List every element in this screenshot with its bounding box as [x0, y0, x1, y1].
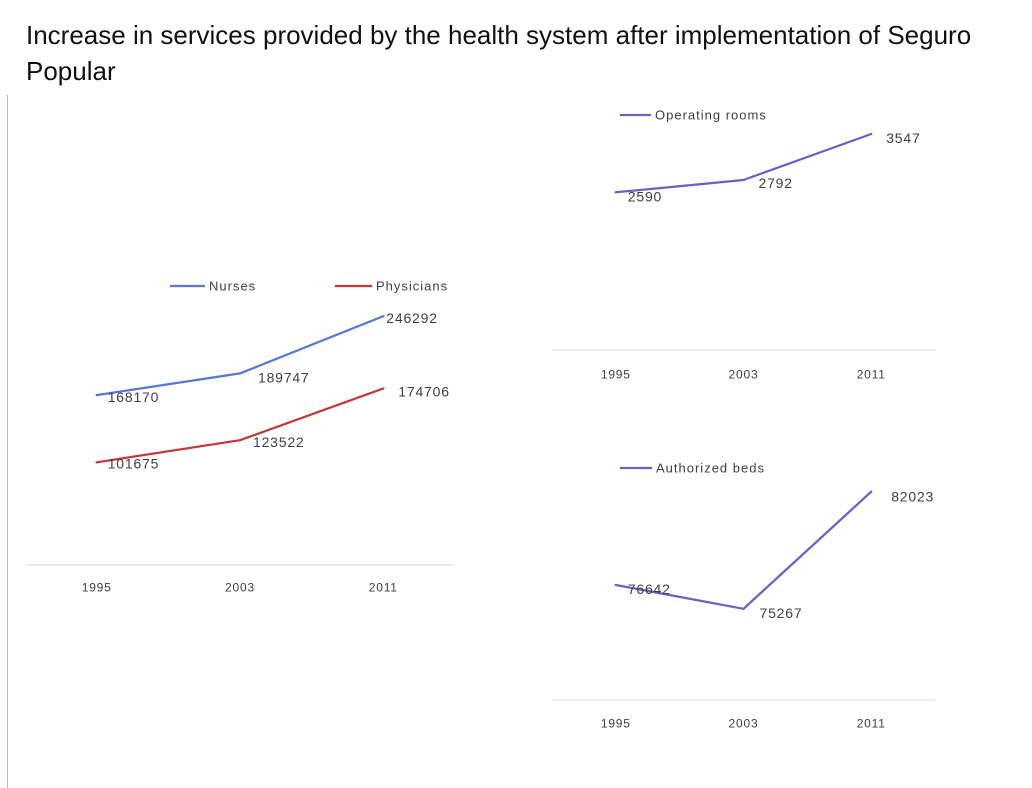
x-axis-tick-label: 2003 — [225, 580, 255, 594]
operating-rooms-data-point — [870, 132, 873, 136]
authorized-beds-data-label: 76642 — [628, 581, 671, 597]
operating-rooms-data-label: 3547 — [886, 130, 920, 146]
physicians-data-point — [238, 439, 242, 442]
x-axis-tick-label: 2011 — [369, 580, 398, 594]
physicians-data-point — [382, 387, 385, 390]
operating-rooms-data-point — [614, 191, 617, 194]
authorized-beds-data-label: 82023 — [891, 489, 934, 505]
authorized-beds-data-label: 75267 — [760, 605, 803, 621]
physicians-data-label: 101675 — [108, 455, 160, 471]
physicians-data-label: 174706 — [398, 384, 450, 400]
authorized-beds-data-point — [742, 607, 745, 610]
x-axis-tick-label: 1995 — [601, 367, 631, 381]
operating-rooms-chart: 1995 2003 2011 2590 2792 3547 Operating rooms — [552, 108, 935, 381]
x-axis-tick-label: 1995 — [82, 580, 112, 594]
authorized-beds-legend-label: Authorized beds — [656, 461, 765, 476]
nurses-data-label: 246292 — [386, 310, 438, 326]
nurses-data-point — [238, 372, 242, 375]
x-axis-tick-label: 2003 — [729, 716, 759, 730]
nurses-data-label: 168170 — [108, 389, 160, 405]
authorized-beds-data-point — [870, 490, 873, 493]
nurses-legend-label: Nurses — [209, 279, 256, 294]
operating-rooms-legend-label: Operating rooms — [655, 108, 767, 123]
operating-rooms-data-label: 2792 — [759, 175, 793, 191]
authorized-beds-chart: 1995 2003 2011 76642 75267 82023 Authorized be… — [552, 461, 935, 730]
page-title: Increase in services provided by the hea… — [26, 20, 972, 86]
nurses-data-point — [95, 394, 98, 397]
nurses-series-line — [95, 315, 385, 397]
operating-rooms-data-point — [742, 178, 745, 182]
authorized-beds-data-point — [614, 583, 617, 587]
physicians-data-point — [95, 461, 98, 464]
operating-rooms-data-label: 2590 — [628, 188, 662, 204]
x-axis-tick-label: 2011 — [857, 716, 886, 730]
nurses-data-point — [382, 315, 385, 318]
nurses-data-label: 189747 — [258, 369, 310, 385]
x-axis-tick-label: 2003 — [729, 367, 759, 381]
x-axis-tick-label: 2011 — [857, 367, 886, 381]
x-axis-tick-label: 1995 — [601, 716, 631, 730]
nurses-physicians-chart: 1995 2003 2011 168170 189747 246292 Nurses 1016… — [25, 279, 455, 594]
physicians-legend-label: Physicians — [376, 279, 448, 294]
operating-rooms-series-line — [614, 132, 873, 194]
slide-left-border — [7, 95, 8, 788]
physicians-data-label: 123522 — [253, 434, 305, 450]
